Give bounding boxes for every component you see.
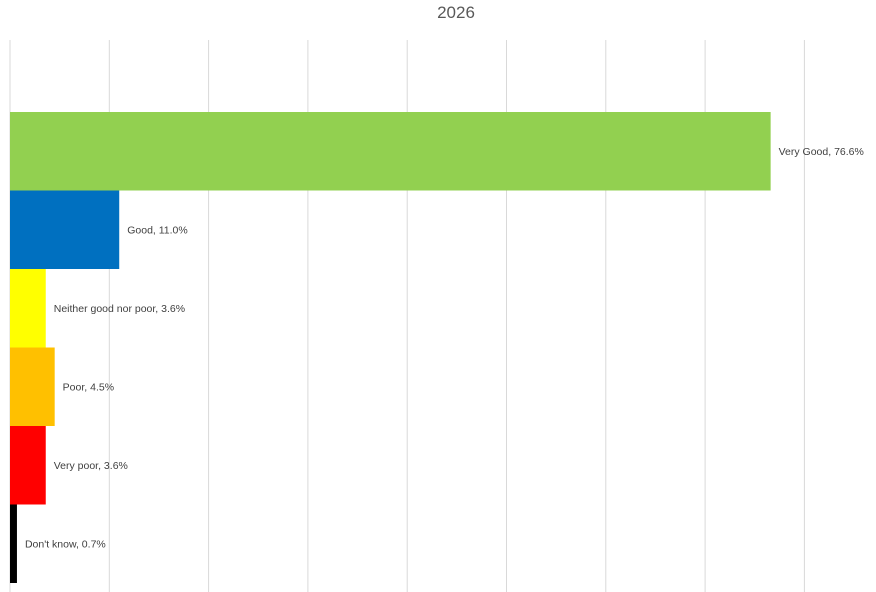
data-label-don-t-know: Don't know, 0.7% [25,538,106,550]
data-label-very-good: Very Good, 76.6% [779,146,864,158]
bar-very-good [10,112,771,191]
data-label-neither-good-nor-poor: Neither good nor poor, 3.6% [54,303,185,315]
data-label-very-poor: Very poor, 3.6% [54,460,128,472]
bar-neither-good-nor-poor [10,269,46,348]
chart-title: 2026 [437,3,475,22]
data-label-poor: Poor, 4.5% [63,381,114,393]
data-label-good: Good, 11.0% [127,224,188,236]
bars [10,112,771,583]
bar-don-t-know [10,504,17,583]
bar-very-poor [10,426,46,505]
bar-good [10,190,120,269]
data-labels: Very Good, 76.6% Good, 11.0% Neither good … [25,146,864,551]
bar-poor [10,347,55,426]
